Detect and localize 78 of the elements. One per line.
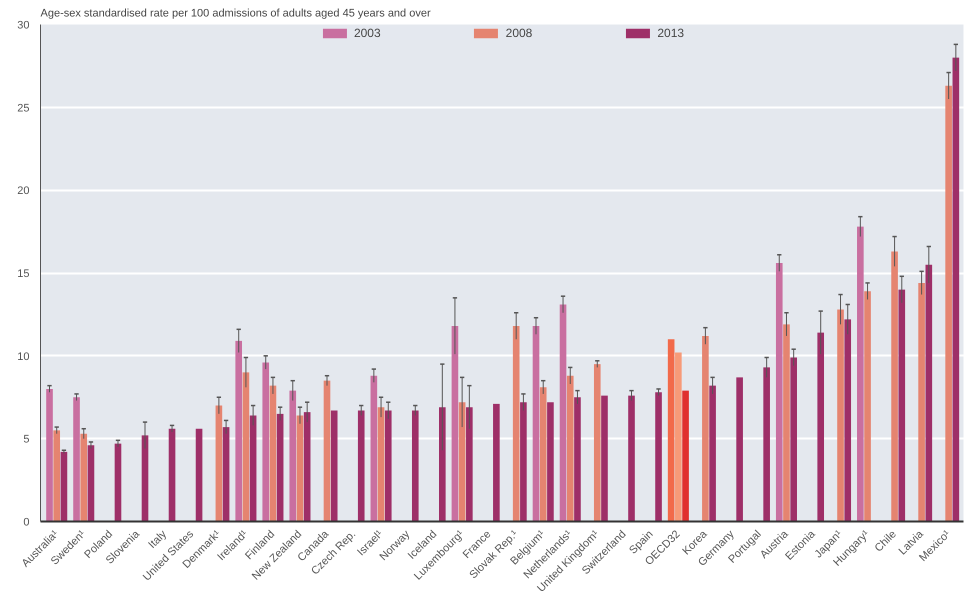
bar xyxy=(304,412,310,522)
bar xyxy=(520,402,527,522)
bar xyxy=(242,372,250,522)
bar xyxy=(566,376,574,522)
bar xyxy=(628,396,635,522)
bar xyxy=(763,367,770,522)
bar xyxy=(262,362,270,522)
bar xyxy=(898,290,906,522)
bar xyxy=(837,309,844,522)
bar xyxy=(235,340,242,522)
y-tick-label: 5 xyxy=(23,434,30,446)
bar xyxy=(736,377,743,522)
bar xyxy=(512,326,520,522)
bar xyxy=(790,357,797,522)
bar xyxy=(682,390,689,522)
bar xyxy=(891,251,898,522)
x-tick-label: Italy xyxy=(146,528,170,552)
y-tick-label: 20 xyxy=(17,185,30,198)
bar xyxy=(358,410,365,522)
bar xyxy=(547,402,554,522)
y-tick-label: 0 xyxy=(23,516,30,528)
y-tick-label: 30 xyxy=(17,20,30,32)
bar xyxy=(53,430,60,522)
bar xyxy=(296,415,304,522)
bar xyxy=(857,226,864,522)
bar xyxy=(817,332,824,522)
bar xyxy=(574,397,581,522)
bar xyxy=(918,282,925,522)
bar xyxy=(945,86,952,522)
bar xyxy=(466,407,473,522)
bar xyxy=(864,291,871,522)
legend-label: 2013 xyxy=(657,26,684,40)
bar xyxy=(222,427,230,522)
bar xyxy=(493,404,500,522)
y-axis-title: Age-sex standardised rate per 100 admissions of adults aged 45 years and over xyxy=(40,8,431,20)
bar xyxy=(80,434,88,522)
y-tick-label: 25 xyxy=(17,102,30,114)
bar xyxy=(776,263,783,522)
bar xyxy=(216,406,222,522)
bar xyxy=(88,445,94,522)
bar xyxy=(952,58,960,522)
y-tick-label: 10 xyxy=(17,350,30,363)
bar xyxy=(594,364,601,522)
bar xyxy=(675,352,682,522)
bar xyxy=(560,304,566,522)
bar xyxy=(330,410,338,522)
bar xyxy=(46,388,53,522)
bar xyxy=(324,380,330,522)
bar xyxy=(378,407,384,522)
bar xyxy=(384,410,392,522)
bar xyxy=(270,386,276,522)
bar xyxy=(168,428,176,522)
bar xyxy=(532,326,540,522)
bar xyxy=(783,324,790,522)
legend-label: 2003 xyxy=(354,26,381,40)
bar xyxy=(926,264,932,522)
bar xyxy=(439,407,446,522)
y-tick-label: 15 xyxy=(17,268,30,280)
bar xyxy=(452,326,458,522)
bar xyxy=(370,376,378,522)
bar xyxy=(276,414,284,522)
legend-label: 2008 xyxy=(506,26,532,40)
bar xyxy=(60,452,68,522)
bar xyxy=(458,402,466,522)
bar xyxy=(73,397,80,522)
bar xyxy=(114,444,122,522)
bar xyxy=(844,319,852,522)
bar xyxy=(250,415,256,522)
bar xyxy=(196,428,202,522)
bar xyxy=(655,392,662,522)
bar xyxy=(142,435,148,522)
bar xyxy=(412,410,419,522)
bar xyxy=(540,387,547,522)
bar xyxy=(709,386,716,522)
bar xyxy=(668,339,674,522)
bar xyxy=(702,336,709,522)
bar xyxy=(601,396,608,522)
bar xyxy=(289,390,296,522)
